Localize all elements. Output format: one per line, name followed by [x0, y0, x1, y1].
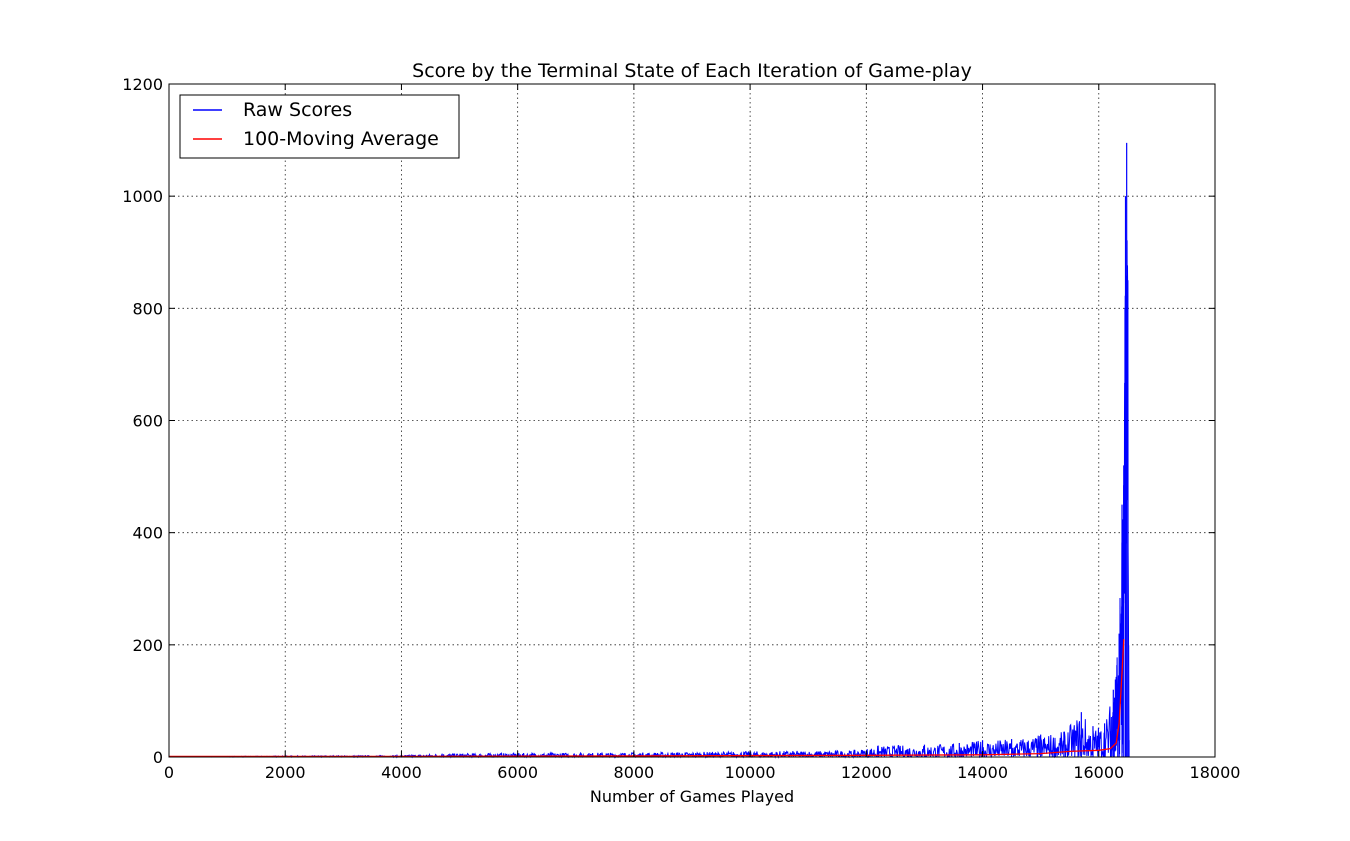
x-tick-label: 12000	[841, 763, 892, 782]
legend-label-raw-scores: Raw Scores	[243, 99, 352, 121]
x-tick-label: 16000	[1073, 763, 1124, 782]
y-tick-label: 1000	[122, 187, 163, 206]
y-tick-label: 200	[132, 636, 163, 655]
y-tick-label: 400	[132, 524, 163, 543]
x-tick-label: 18000	[1190, 763, 1241, 782]
x-tick-label: 10000	[725, 763, 776, 782]
y-tick-label: 600	[132, 412, 163, 431]
x-tick-label: 4000	[381, 763, 422, 782]
legend-box	[179, 94, 460, 159]
grid	[169, 84, 1215, 757]
y-tick-label: 800	[132, 299, 163, 318]
legend-label-moving-average: 100-Moving Average	[243, 128, 439, 150]
x-tick-label: 14000	[957, 763, 1008, 782]
x-axis-title: Number of Games Played	[590, 787, 794, 806]
legend: Raw Scores 100-Moving Average	[179, 94, 460, 159]
chart-title: Score by the Terminal State of Each Iter…	[412, 60, 972, 82]
y-tick-label: 0	[153, 748, 163, 767]
axis-ticks: 0 2000 4000 6000 8000 10000 12000 14000 16000 180…	[122, 75, 1240, 782]
x-tick-label: 2000	[265, 763, 306, 782]
x-tick-label: 8000	[614, 763, 655, 782]
y-tick-label: 1200	[122, 75, 163, 94]
x-tick-label: 0	[164, 763, 174, 782]
x-tick-label: 6000	[497, 763, 538, 782]
